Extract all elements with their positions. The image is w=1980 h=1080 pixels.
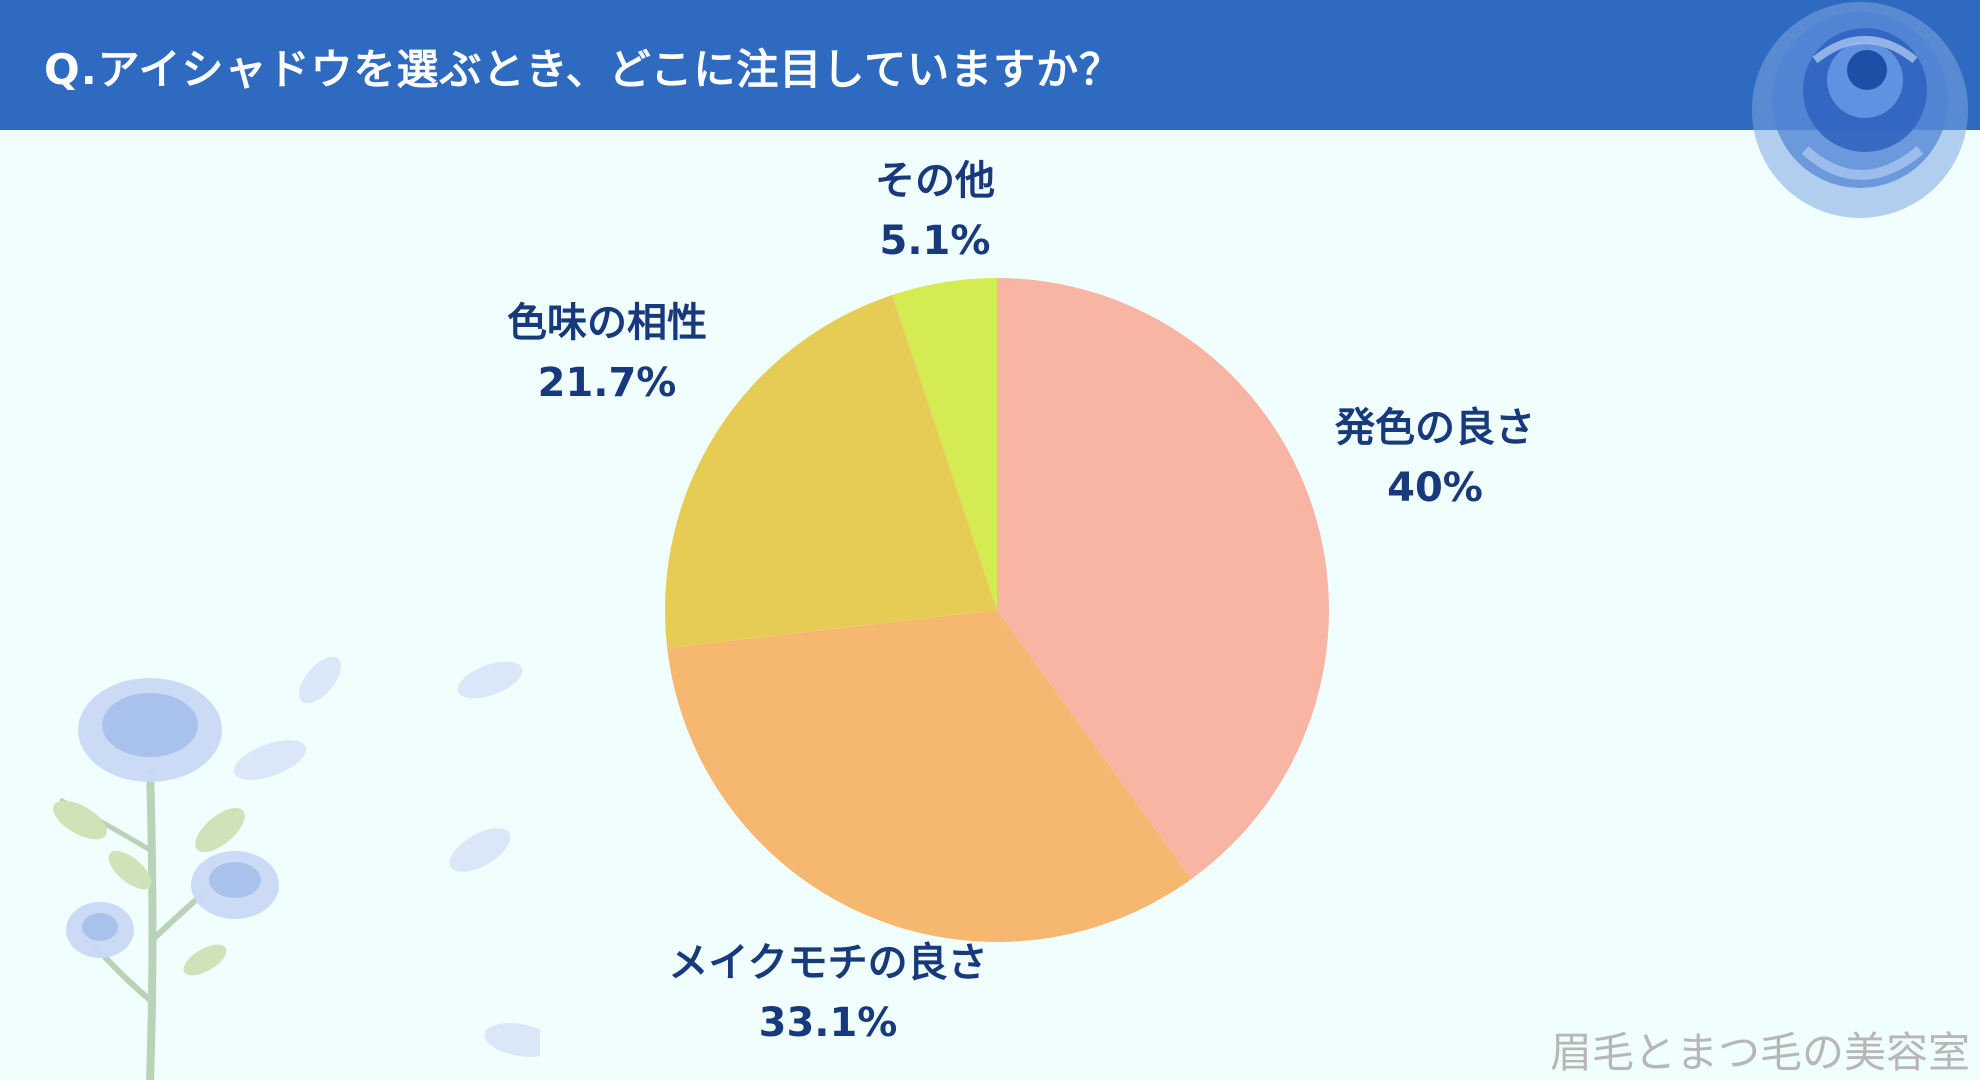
slice-label-3: その他 xyxy=(875,158,995,204)
pie-slice-2 xyxy=(665,294,997,649)
slice-value-3: 5.1% xyxy=(880,218,991,264)
slice-value-0: 40% xyxy=(1387,465,1483,511)
slice-label-0: 発色の良さ xyxy=(1335,405,1535,451)
blue-rose-icon xyxy=(1752,2,1968,218)
watermark-text: 眉毛とまつ毛の美容室 xyxy=(1549,1028,1970,1077)
pie-slice-1 xyxy=(667,610,1192,942)
pie-slice-3 xyxy=(892,278,997,610)
slice-value-2: 21.7% xyxy=(538,360,677,406)
pie-slice-0 xyxy=(997,278,1329,880)
slice-label-1: メイクモチの良さ xyxy=(668,940,987,986)
rose-branch-icon xyxy=(53,656,540,1080)
header-bar: Q.アイシャドウを選ぶとき、どこに注目していますか？ xyxy=(0,0,1980,130)
slice-value-1: 33.1% xyxy=(759,1000,898,1046)
slice-label-2: 色味の相性 xyxy=(507,300,707,346)
page-title: Q.アイシャドウを選ぶとき、どこに注目していますか？ xyxy=(44,45,1123,94)
